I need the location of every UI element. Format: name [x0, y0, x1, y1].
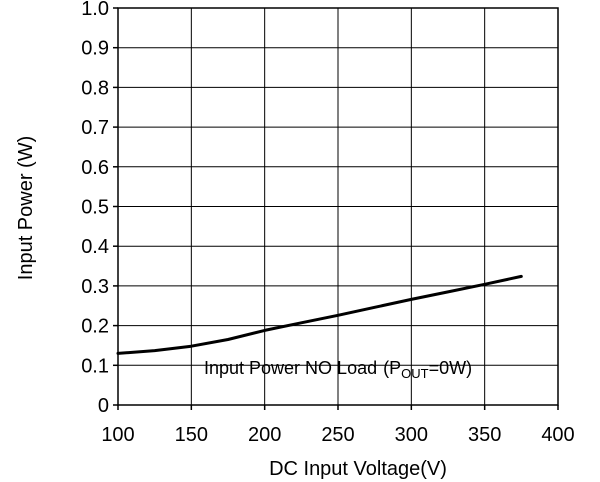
y-tick-label: 0.4 — [81, 236, 109, 258]
x-axis: 100 150 200 250 300 350 400 — [101, 405, 575, 446]
y-tick-label: 0.9 — [81, 38, 109, 60]
annotation-subscript: OUT — [401, 366, 429, 381]
annotation: Input Power NO Load (POUT=0W) — [204, 358, 472, 381]
y-tick-label: 0 — [98, 395, 109, 417]
y-tick-label: 0.2 — [81, 316, 109, 338]
x-tick-label: 250 — [321, 424, 354, 446]
x-tick-label: 400 — [541, 424, 574, 446]
annotation-open: (P — [383, 358, 401, 378]
grid — [117, 7, 559, 406]
y-tick-label: 0.1 — [81, 355, 109, 377]
annotation-suffix: =0W) — [429, 358, 473, 378]
x-tick-label: 350 — [468, 424, 501, 446]
x-tick-label: 150 — [175, 424, 208, 446]
y-tick-label: 0.6 — [81, 157, 109, 179]
x-axis-label: DC Input Voltage(V) — [269, 458, 447, 480]
series-layer — [116, 274, 523, 355]
y-tick-label: 0.7 — [81, 117, 109, 139]
annotation-prefix: Input Power NO Load — [204, 358, 377, 378]
y-tick-label: 0.5 — [81, 197, 109, 219]
y-axis: 0 0.1 0.2 0.3 0.4 0.5 0.6 0.7 0.8 0.9 1.0 — [81, 0, 118, 417]
series-line-0 — [116, 274, 523, 355]
x-tick-label: 300 — [395, 424, 428, 446]
y-tick-label: 0.3 — [81, 276, 109, 298]
x-tick-label: 200 — [248, 424, 281, 446]
annotation-label: Input Power NO Load (POUT=0W) — [204, 358, 472, 381]
y-tick-label: 0.8 — [81, 77, 109, 99]
y-axis-label: Input Power (W) — [15, 136, 37, 280]
y-tick-label: 1.0 — [81, 0, 109, 20]
x-tick-label: 100 — [101, 424, 134, 446]
